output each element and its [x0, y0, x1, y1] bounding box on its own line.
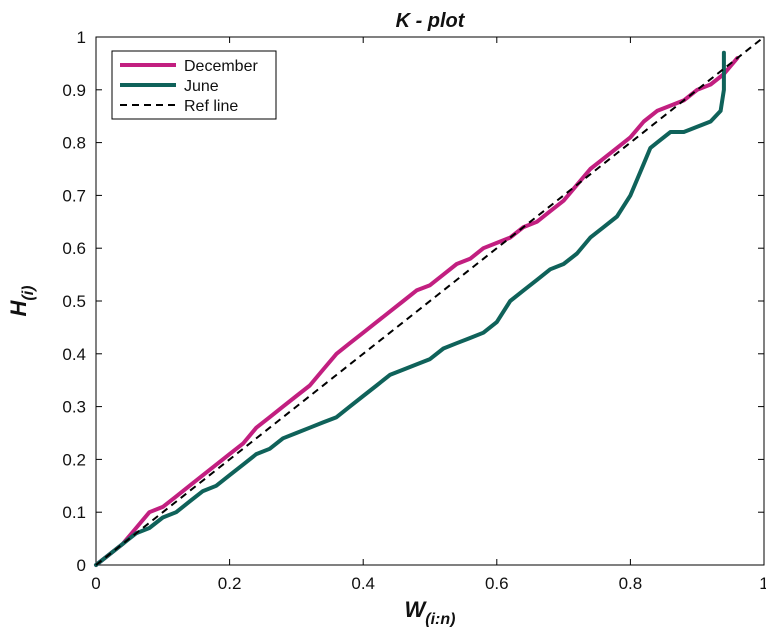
x-axis-label: W(i:n) — [405, 597, 456, 627]
y-tick-label: 0.8 — [62, 134, 86, 153]
y-axis: 0 0.1 0.2 0.3 0.4 0.5 0.6 0.7 0.8 0.9 1 — [62, 28, 764, 575]
y-tick-label: 0.7 — [62, 186, 86, 205]
x-tick-label: 0.8 — [619, 574, 643, 593]
chart-title: K - plot — [396, 10, 466, 32]
series-layer — [94, 36, 765, 567]
y-axis-label-subscript: (i) — [20, 286, 37, 301]
y-axis-label-main: H — [6, 300, 31, 317]
legend-label: December — [184, 58, 258, 75]
x-tick-label: 0.2 — [218, 574, 242, 593]
x-axis-label-subscript: (i:n) — [425, 611, 455, 627]
y-tick-label: 0.3 — [62, 398, 86, 417]
x-axis-label-main: W — [405, 597, 428, 622]
series-line-december — [94, 56, 740, 567]
x-tick-label: 0 — [91, 574, 100, 593]
x-tick-label: 0.6 — [485, 574, 509, 593]
x-tick-label: 0.4 — [351, 574, 375, 593]
x-tick-label: 1 — [759, 574, 766, 593]
series-line-june — [94, 50, 726, 567]
y-tick-label: 0.1 — [62, 503, 86, 522]
y-tick-label: 0.9 — [62, 81, 86, 100]
y-tick-label: 1 — [77, 28, 86, 47]
y-axis-label: H(i) — [6, 286, 37, 317]
legend: December June Ref line — [111, 50, 277, 120]
y-tick-label: 0.5 — [62, 292, 86, 311]
y-tick-label: 0 — [77, 556, 86, 575]
y-tick-label: 0.2 — [62, 450, 86, 469]
y-tick-label: 0.6 — [62, 239, 86, 258]
legend-label: Ref line — [184, 98, 238, 115]
series-line-ref-line — [95, 36, 765, 566]
x-axis: 0 0.2 0.4 0.6 0.8 1 — [91, 37, 766, 593]
y-tick-label: 0.4 — [62, 345, 86, 364]
legend-label: June — [184, 78, 219, 95]
